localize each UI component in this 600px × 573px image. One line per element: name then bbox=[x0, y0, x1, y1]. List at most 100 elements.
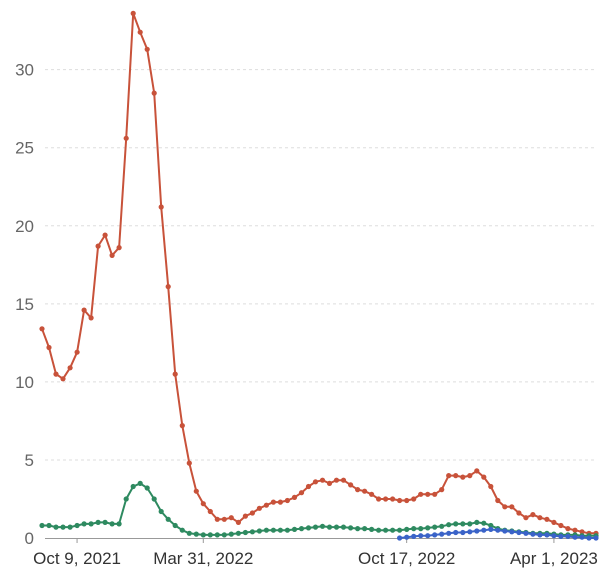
data-point-0-49 bbox=[383, 496, 389, 502]
data-point-0-27 bbox=[228, 515, 234, 521]
data-point-0-20 bbox=[179, 423, 185, 429]
data-point-1-22 bbox=[193, 531, 199, 537]
data-point-1-9 bbox=[102, 519, 108, 526]
data-point-2-8 bbox=[453, 529, 459, 536]
data-point-0-68 bbox=[516, 510, 522, 516]
data-point-1-8 bbox=[95, 519, 101, 526]
data-point-0-45 bbox=[355, 487, 361, 493]
data-point-0-56 bbox=[432, 491, 438, 497]
series-line-0 bbox=[41, 12, 596, 535]
data-point-1-20 bbox=[179, 527, 185, 533]
data-point-1-30 bbox=[249, 529, 255, 535]
data-point-1-51 bbox=[397, 527, 403, 533]
data-point-0-42 bbox=[333, 477, 340, 483]
data-point-1-31 bbox=[256, 528, 262, 534]
data-point-1-55 bbox=[425, 525, 431, 531]
x-axis-ticks: Oct 9, 2021 Mar 31, 2022 Oct 17, 2022 Apr 1… bbox=[33, 538, 598, 568]
data-point-0-16 bbox=[151, 90, 157, 96]
data-point-2-11 bbox=[474, 528, 480, 534]
data-point-0-77 bbox=[579, 529, 585, 535]
data-point-0-7 bbox=[88, 315, 94, 321]
data-point-1-45 bbox=[355, 526, 361, 532]
data-point-1-47 bbox=[369, 526, 375, 533]
data-point-2-5 bbox=[432, 532, 438, 538]
data-point-1-21 bbox=[186, 530, 192, 536]
data-point-2-7 bbox=[446, 530, 452, 536]
data-point-2-4 bbox=[425, 533, 431, 539]
data-point-0-64 bbox=[488, 483, 494, 490]
data-point-0-21 bbox=[186, 460, 192, 466]
grid-lines bbox=[45, 69, 596, 461]
data-point-1-56 bbox=[432, 524, 438, 530]
data-point-0-38 bbox=[305, 483, 312, 490]
data-point-1-46 bbox=[362, 526, 368, 532]
data-point-1-44 bbox=[348, 525, 354, 531]
data-point-0-26 bbox=[221, 516, 227, 522]
data-point-2-3 bbox=[418, 533, 424, 539]
data-point-2-21 bbox=[544, 532, 550, 538]
data-point-0-15 bbox=[144, 46, 150, 52]
data-point-0-63 bbox=[481, 474, 487, 480]
data-point-0-58 bbox=[446, 473, 452, 479]
data-point-2-15 bbox=[502, 528, 508, 534]
data-point-1-52 bbox=[404, 526, 410, 533]
y-tick-label-0: 0 bbox=[25, 529, 34, 548]
data-point-1-60 bbox=[460, 521, 466, 527]
data-point-1-2 bbox=[53, 524, 59, 530]
data-point-1-42 bbox=[333, 524, 340, 530]
data-point-1-43 bbox=[340, 524, 347, 530]
data-point-1-53 bbox=[411, 526, 417, 532]
data-point-2-9 bbox=[460, 529, 466, 536]
data-point-2-24 bbox=[565, 533, 571, 540]
data-point-1-15 bbox=[144, 485, 150, 491]
x-tick-label-0: Oct 9, 2021 bbox=[33, 549, 121, 568]
data-point-2-2 bbox=[411, 533, 417, 540]
data-point-2-23 bbox=[558, 533, 564, 540]
data-point-2-13 bbox=[488, 526, 494, 533]
data-point-0-1 bbox=[46, 344, 52, 351]
data-point-0-60 bbox=[460, 474, 466, 480]
data-point-0-18 bbox=[165, 284, 171, 290]
data-point-0-12 bbox=[123, 135, 129, 141]
data-point-0-52 bbox=[404, 497, 410, 504]
data-point-0-40 bbox=[319, 477, 326, 483]
data-point-0-62 bbox=[474, 468, 480, 474]
data-point-1-59 bbox=[453, 521, 459, 527]
data-point-1-61 bbox=[467, 521, 473, 527]
y-tick-label-30: 30 bbox=[15, 61, 34, 80]
y-tick-label-20: 20 bbox=[15, 217, 34, 236]
data-point-0-65 bbox=[495, 497, 501, 504]
data-point-2-14 bbox=[495, 527, 501, 533]
data-point-1-11 bbox=[116, 521, 122, 527]
data-point-0-30 bbox=[249, 510, 255, 516]
data-point-0-39 bbox=[312, 479, 319, 485]
data-point-0-35 bbox=[284, 497, 290, 504]
y-axis-ticks: 0 5 10 15 20 25 30 bbox=[15, 61, 34, 548]
data-point-0-34 bbox=[277, 499, 283, 505]
data-point-1-41 bbox=[326, 524, 333, 530]
data-point-1-14 bbox=[137, 480, 143, 486]
data-point-0-33 bbox=[270, 499, 276, 505]
data-point-0-61 bbox=[467, 473, 473, 479]
data-point-1-62 bbox=[474, 519, 480, 526]
data-point-1-13 bbox=[130, 483, 136, 490]
data-point-0-51 bbox=[397, 497, 403, 504]
data-point-1-28 bbox=[235, 530, 241, 536]
data-point-0-17 bbox=[158, 204, 164, 210]
data-point-1-3 bbox=[60, 524, 66, 530]
data-point-2-16 bbox=[509, 529, 515, 535]
data-point-0-37 bbox=[298, 490, 305, 496]
data-point-1-19 bbox=[172, 522, 178, 529]
data-point-0-25 bbox=[214, 516, 220, 522]
data-point-1-37 bbox=[298, 526, 305, 532]
data-point-1-32 bbox=[263, 527, 269, 533]
x-tick-label-2: Oct 17, 2022 bbox=[358, 549, 455, 568]
data-point-2-25 bbox=[572, 534, 578, 540]
data-point-1-36 bbox=[291, 526, 298, 533]
data-point-1-7 bbox=[88, 521, 94, 527]
data-point-0-23 bbox=[200, 501, 206, 507]
data-point-1-64 bbox=[488, 522, 494, 529]
data-point-1-34 bbox=[277, 527, 283, 533]
data-point-1-18 bbox=[165, 516, 171, 522]
data-point-2-28 bbox=[593, 535, 599, 541]
